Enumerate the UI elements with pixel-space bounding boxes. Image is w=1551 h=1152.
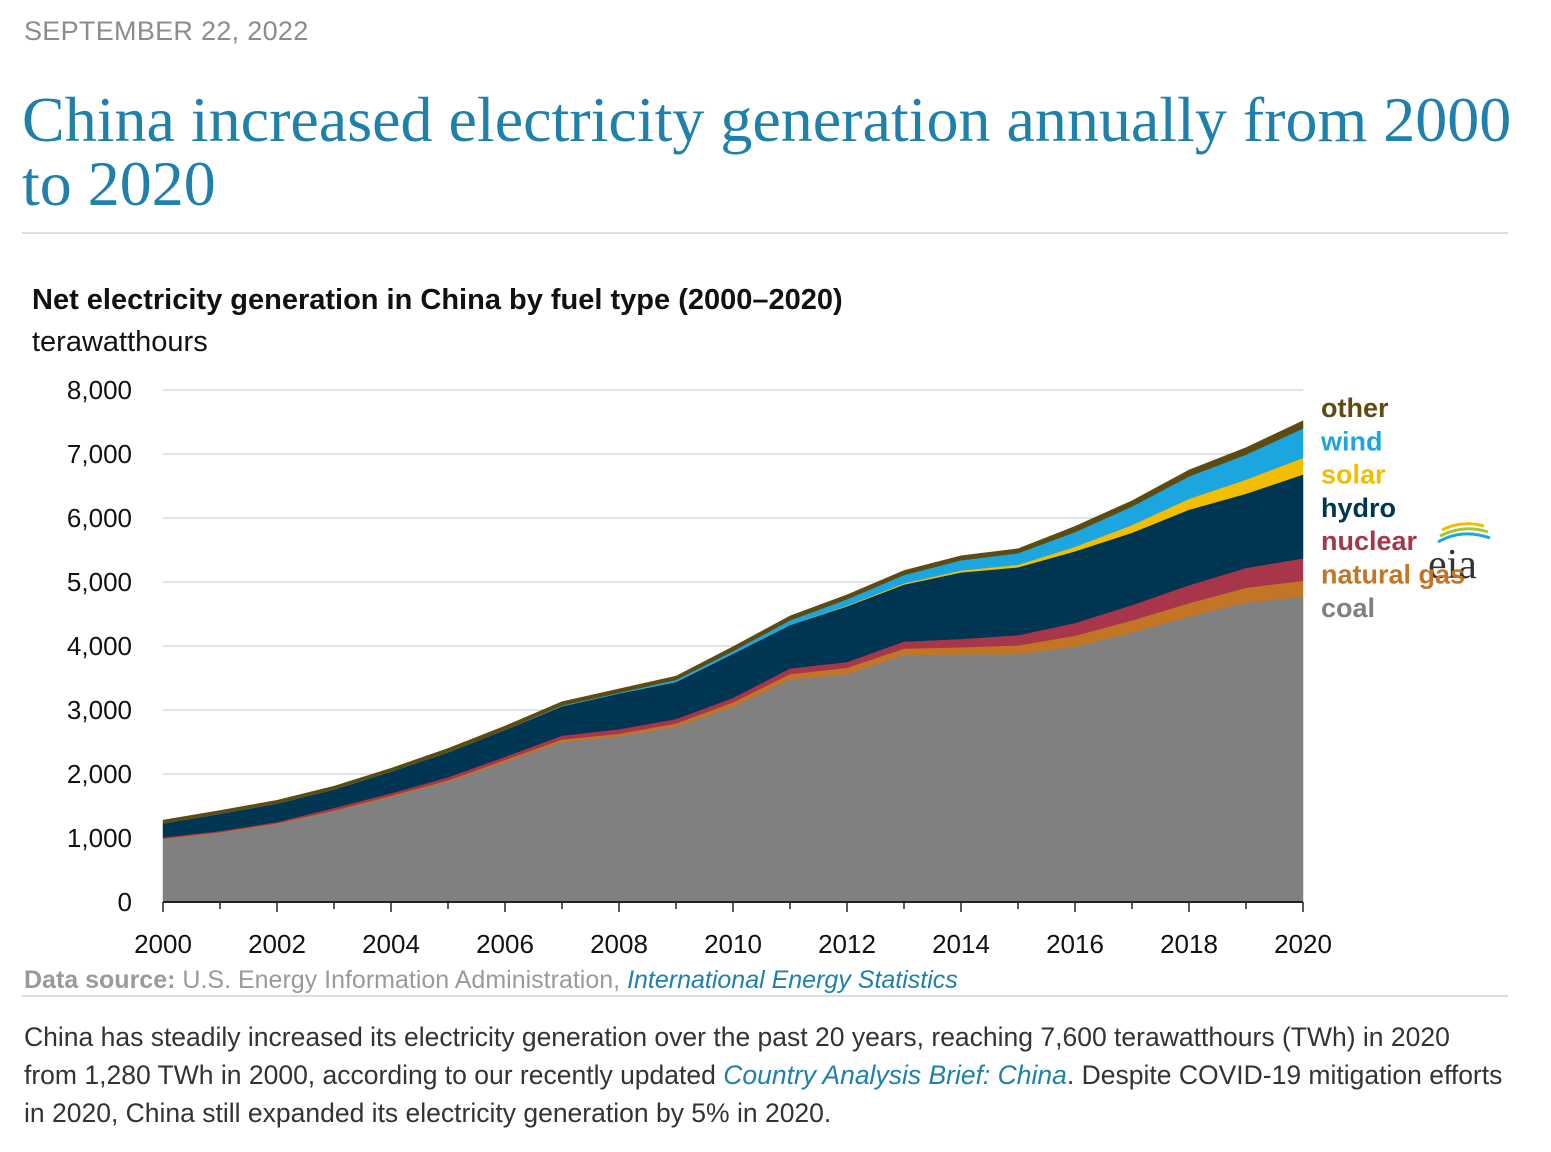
source-text: U.S. Energy Information Administration, [182,966,621,994]
logo-arc-green [1439,527,1489,538]
stacked-areas [162,420,1304,903]
x-tick-label: 2018 [1160,929,1218,959]
legend-hydro: hydro [1321,493,1396,523]
logo-arc-blue [1437,532,1491,544]
legend-nuclear: nuclear [1321,526,1418,556]
article-date: SEPTEMBER 22, 2022 [24,16,309,46]
x-tick-label: 2014 [932,929,990,959]
x-tick-label: 2002 [248,929,306,959]
logo-text: eia [1428,542,1477,588]
x-tick-label: 2006 [476,929,534,959]
y-tick-label: 2,000 [67,759,132,789]
area-coal [162,596,1304,903]
y-tick-label: 7,000 [67,439,132,469]
x-tick-label: 2012 [818,929,876,959]
data-source: Data source: U.S. Energy Information Adm… [24,966,958,995]
legend-wind: wind [1320,426,1383,456]
y-tick-label: 3,000 [67,695,132,725]
chart-title: Net electricity generation in China by f… [32,284,843,316]
body-text-1: China has steadily increased its electri… [24,1022,1450,1090]
x-tick-labels: 2000 2002 2004 2006 2008 2010 2012 2014 2016 2018… [134,929,1332,959]
y-tick-labels: 0 1,000 2,000 3,000 4,000 5,000 6,000 7,000 8,00… [67,375,132,917]
y-tick-label: 4,000 [67,631,132,661]
legend-coal: coal [1321,593,1375,623]
source-link[interactable]: International Energy Statistics [627,966,958,994]
country-brief-link[interactable]: Country Analysis Brief: China [723,1060,1067,1090]
y-tick-label: 8,000 [67,375,132,405]
axes [162,901,1304,912]
y-axis-unit-label: terawatthours [32,326,208,358]
area-other [162,420,1304,824]
chart: Net electricity generation in China by f… [32,284,1491,959]
eia-logo: eia [1428,522,1491,588]
x-tick-label: 2016 [1046,929,1104,959]
top-divider [22,232,1508,234]
article-body: China has steadily increased its electri… [24,1018,1504,1132]
y-tick-label: 0 [118,887,132,917]
y-tick-label: 1,000 [67,823,132,853]
bottom-divider [22,995,1508,997]
y-tick-label: 6,000 [67,503,132,533]
logo-arc-yellow [1441,522,1485,532]
legend-natural-gas: natural gas [1321,560,1465,590]
legend-other: other [1321,393,1389,423]
x-tick-label: 2020 [1274,929,1332,959]
legend-solar: solar [1321,460,1386,490]
x-tick-label: 2010 [704,929,762,959]
y-tick-label: 5,000 [67,567,132,597]
x-tick-label: 2000 [134,929,192,959]
article-headline: China increased electricity generation a… [22,84,1512,219]
body-text-2: . Despite COVID-19 mitigation efforts in… [24,1060,1503,1128]
source-label: Data source: [24,966,176,994]
x-tick-label: 2008 [590,929,648,959]
x-tick-label: 2004 [362,929,420,959]
